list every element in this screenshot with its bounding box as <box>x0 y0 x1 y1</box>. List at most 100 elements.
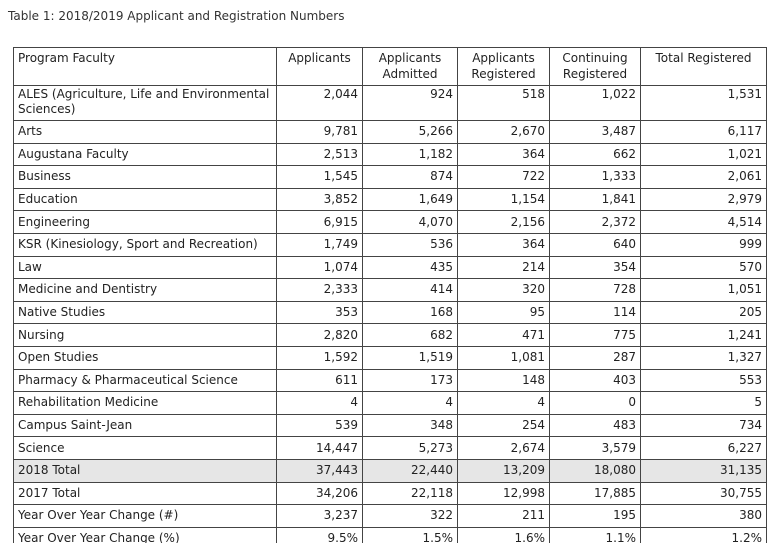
cell: 9.5% <box>276 526 363 543</box>
cell: 5 <box>640 391 767 415</box>
table-row: ALES (Agriculture, Life and Environmenta… <box>13 85 767 121</box>
cell: 553 <box>640 368 767 393</box>
cell: 287 <box>549 345 641 370</box>
table-row: Pharmacy & Pharmaceutical Science 611 173 1… <box>13 368 767 393</box>
header-cell: Applicants Admitted <box>362 47 458 86</box>
cell: 1.2% <box>640 526 767 543</box>
cell: 1,021 <box>640 142 767 167</box>
cell: 2,513 <box>276 142 363 167</box>
cell: 1,081 <box>457 345 550 370</box>
row-label: Education <box>13 187 277 212</box>
cell: 1.6% <box>457 526 550 543</box>
cell: 570 <box>640 255 767 280</box>
row-label: Year Over Year Change (%) <box>13 526 277 543</box>
cell: 17,885 <box>549 481 641 506</box>
cell: 1,531 <box>640 85 767 121</box>
cell: 30,755 <box>640 481 767 506</box>
cell: 380 <box>640 504 767 528</box>
cell: 205 <box>640 300 767 325</box>
cell: 168 <box>362 300 458 325</box>
table-row: Business 1,545 874 722 1,333 2,061 <box>13 165 767 189</box>
table-row: Open Studies 1,592 1,519 1,081 287 1,327 <box>13 345 767 370</box>
cell: 95 <box>457 300 550 325</box>
cell: 640 <box>549 232 641 257</box>
header-cell: Program Faculty <box>13 47 277 86</box>
cell: 2,674 <box>457 436 550 460</box>
table-row: Rehabilitation Medicine 4 4 4 0 5 <box>13 391 767 415</box>
header-cell: Applicants <box>276 47 363 86</box>
cell: 682 <box>362 323 458 347</box>
cell: 924 <box>362 85 458 121</box>
cell: 1,154 <box>457 187 550 212</box>
cell: 4 <box>276 391 363 415</box>
cell: 2,156 <box>457 210 550 234</box>
cell: 348 <box>362 413 458 438</box>
cell: 5,266 <box>362 120 458 144</box>
cell: 1,545 <box>276 165 363 189</box>
cell: 9,781 <box>276 120 363 144</box>
cell: 364 <box>457 232 550 257</box>
table-row: 2018 Total 37,443 22,440 13,209 18,080 31,135 <box>13 458 767 483</box>
row-label: Medicine and Dentistry <box>13 278 277 302</box>
cell: 0 <box>549 391 641 415</box>
cell: 874 <box>362 165 458 189</box>
cell: 211 <box>457 504 550 528</box>
cell: 775 <box>549 323 641 347</box>
cell: 173 <box>362 368 458 393</box>
table-row: 2017 Total 34,206 22,118 12,998 17,885 30,755 <box>13 481 767 506</box>
cell: 2,333 <box>276 278 363 302</box>
cell: 2,820 <box>276 323 363 347</box>
cell: 13,209 <box>457 458 550 483</box>
row-label: KSR (Kinesiology, Sport and Recreation) <box>13 232 277 257</box>
cell: 195 <box>549 504 641 528</box>
cell: 1,074 <box>276 255 363 280</box>
cell: 999 <box>640 232 767 257</box>
cell: 414 <box>362 278 458 302</box>
cell: 2,061 <box>640 165 767 189</box>
row-label: Native Studies <box>13 300 277 325</box>
cell: 1,333 <box>549 165 641 189</box>
row-label: Nursing <box>13 323 277 347</box>
row-label: Arts <box>13 120 277 144</box>
cell: 1,519 <box>362 345 458 370</box>
cell: 1,051 <box>640 278 767 302</box>
table-row: Arts 9,781 5,266 2,670 3,487 6,117 <box>13 120 767 144</box>
cell: 18,080 <box>549 458 641 483</box>
table-row: Augustana Faculty 2,513 1,182 364 662 1,021 <box>13 142 767 167</box>
cell: 3,487 <box>549 120 641 144</box>
cell: 4 <box>457 391 550 415</box>
cell: 148 <box>457 368 550 393</box>
cell: 2,670 <box>457 120 550 144</box>
table-row: KSR (Kinesiology, Sport and Recreation) 1… <box>13 232 767 257</box>
row-label: Pharmacy & Pharmaceutical Science <box>13 368 277 393</box>
cell: 435 <box>362 255 458 280</box>
row-label: 2017 Total <box>13 481 277 506</box>
cell: 539 <box>276 413 363 438</box>
cell: 4,514 <box>640 210 767 234</box>
cell: 1.5% <box>362 526 458 543</box>
header-cell: Total Registered <box>640 47 767 86</box>
table-row: Nursing 2,820 682 471 775 1,241 <box>13 323 767 347</box>
cell: 518 <box>457 85 550 121</box>
cell: 354 <box>549 255 641 280</box>
row-label: Science <box>13 436 277 460</box>
row-label: Business <box>13 165 277 189</box>
cell: 403 <box>549 368 641 393</box>
cell: 1.1% <box>549 526 641 543</box>
cell: 662 <box>549 142 641 167</box>
cell: 6,227 <box>640 436 767 460</box>
cell: 12,998 <box>457 481 550 506</box>
cell: 611 <box>276 368 363 393</box>
table: Program Faculty Applicants Applicants Admi… <box>13 47 767 543</box>
row-label: Engineering <box>13 210 277 234</box>
cell: 364 <box>457 142 550 167</box>
cell: 2,372 <box>549 210 641 234</box>
row-label: ALES (Agriculture, Life and Environmenta… <box>13 85 277 121</box>
cell: 3,852 <box>276 187 363 212</box>
cell: 1,182 <box>362 142 458 167</box>
row-label: Open Studies <box>13 345 277 370</box>
cell: 536 <box>362 232 458 257</box>
cell: 1,327 <box>640 345 767 370</box>
cell: 254 <box>457 413 550 438</box>
